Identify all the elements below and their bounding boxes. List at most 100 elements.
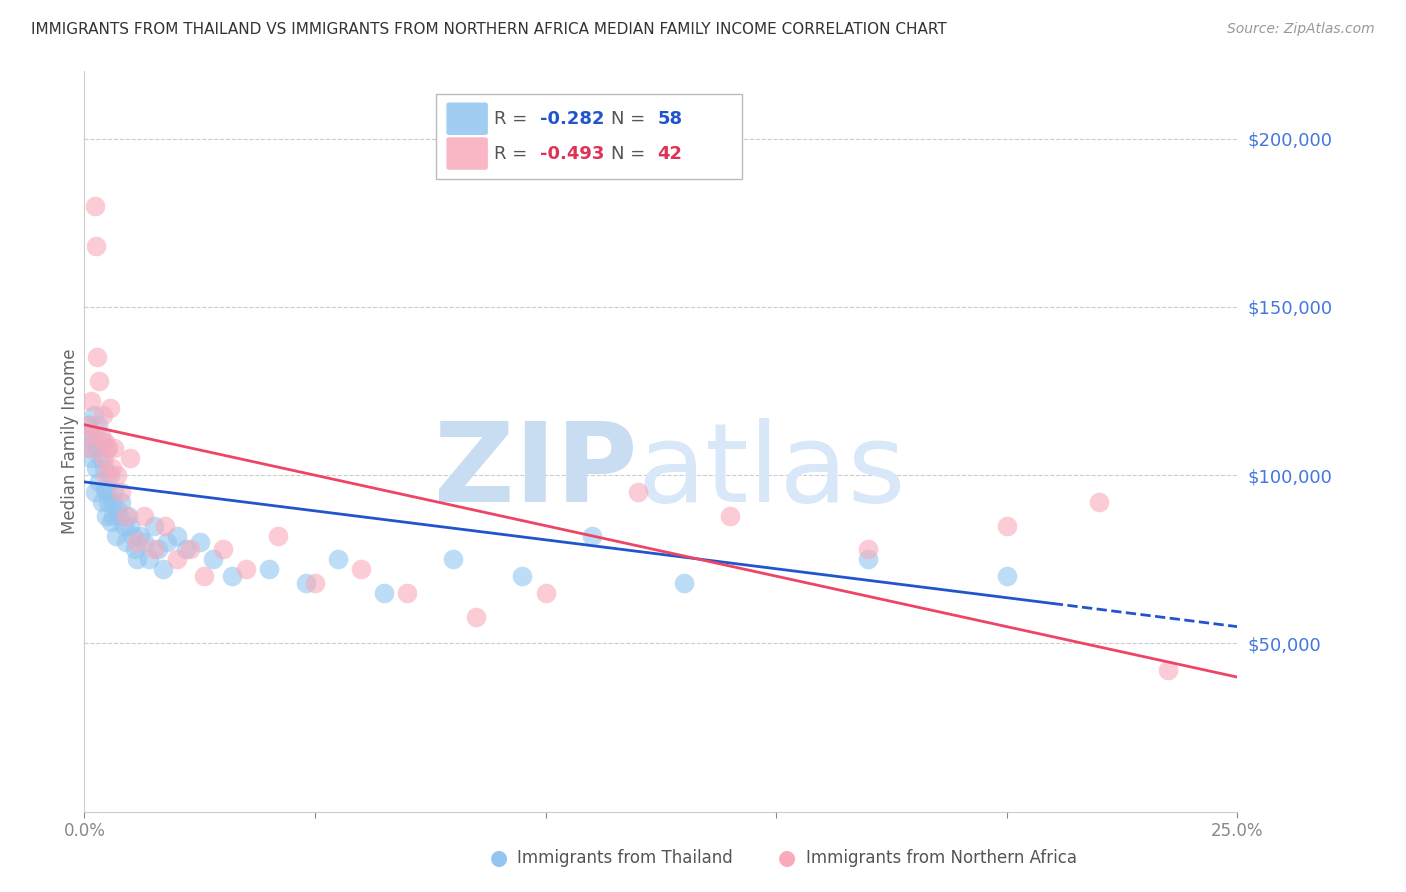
Point	[153, 518, 176, 533]
FancyBboxPatch shape	[446, 137, 488, 169]
Point	[101, 495, 124, 509]
Y-axis label: Median Family Income: Median Family Income	[62, 349, 80, 534]
Point	[110, 495, 132, 509]
Point	[93, 461, 115, 475]
Point	[1088, 495, 1111, 509]
Point	[512, 569, 534, 583]
Point	[87, 374, 110, 388]
Point	[120, 451, 142, 466]
Point	[995, 518, 1018, 533]
Text: R =: R =	[494, 145, 533, 162]
Point	[98, 468, 121, 483]
Point	[94, 434, 117, 449]
FancyBboxPatch shape	[446, 103, 488, 135]
Point	[97, 495, 120, 509]
Point	[202, 552, 225, 566]
Point	[96, 468, 118, 483]
Text: ●: ●	[779, 848, 796, 868]
Point	[142, 518, 165, 533]
Point	[120, 518, 142, 533]
Point	[294, 575, 316, 590]
Point	[100, 516, 122, 530]
Point	[83, 199, 105, 213]
Point	[146, 542, 169, 557]
Point	[98, 401, 121, 415]
Point	[156, 535, 179, 549]
Point	[93, 451, 115, 466]
Point	[117, 508, 139, 523]
Point	[91, 434, 114, 449]
Point	[134, 535, 156, 549]
Point	[89, 427, 111, 442]
Point	[115, 508, 138, 523]
Point	[534, 586, 557, 600]
Point	[124, 542, 146, 557]
Point	[188, 535, 211, 549]
Point	[82, 427, 104, 442]
Point	[128, 529, 150, 543]
Point	[103, 485, 125, 500]
Point	[441, 552, 464, 566]
Point	[104, 529, 127, 543]
Point	[267, 529, 290, 543]
Point	[96, 442, 118, 456]
Point	[396, 586, 419, 600]
Point	[115, 535, 138, 549]
Point	[79, 427, 101, 442]
Point	[91, 408, 114, 422]
Text: IMMIGRANTS FROM THAILAND VS IMMIGRANTS FROM NORTHERN AFRICA MEDIAN FAMILY INCOME: IMMIGRANTS FROM THAILAND VS IMMIGRANTS F…	[31, 22, 946, 37]
Point	[127, 535, 149, 549]
Point	[121, 529, 143, 543]
Point	[350, 562, 373, 576]
Point	[89, 451, 111, 466]
Point	[108, 508, 131, 523]
Point	[77, 442, 100, 456]
Text: Immigrants from Thailand: Immigrants from Thailand	[517, 849, 733, 867]
Point	[179, 542, 201, 557]
Text: N =: N =	[612, 145, 651, 162]
Text: -0.282: -0.282	[540, 110, 605, 128]
Point	[77, 417, 100, 432]
Point	[221, 569, 243, 583]
Point	[84, 461, 107, 475]
Point	[166, 529, 188, 543]
Point	[257, 562, 280, 576]
Text: -0.493: -0.493	[540, 145, 605, 162]
Point	[152, 562, 174, 576]
Point	[96, 485, 118, 500]
Point	[112, 518, 135, 533]
Point	[142, 542, 165, 557]
Text: Source: ZipAtlas.com: Source: ZipAtlas.com	[1227, 22, 1375, 37]
Point	[93, 482, 115, 496]
Point	[94, 508, 117, 523]
Point	[101, 461, 124, 475]
Point	[87, 475, 110, 489]
Point	[304, 575, 326, 590]
Point	[86, 351, 108, 365]
Text: N =: N =	[612, 110, 651, 128]
Point	[373, 586, 395, 600]
Point	[80, 451, 103, 466]
Text: ●: ●	[491, 848, 508, 868]
Point	[77, 442, 100, 456]
Point	[465, 609, 488, 624]
Point	[166, 552, 188, 566]
Point	[83, 408, 105, 422]
Point	[87, 417, 110, 432]
Point	[110, 485, 132, 500]
Point	[235, 562, 257, 576]
Point	[127, 552, 149, 566]
Point	[82, 434, 104, 449]
Point	[174, 542, 197, 557]
Point	[90, 495, 112, 509]
Point	[97, 442, 120, 456]
Text: R =: R =	[494, 110, 533, 128]
Point	[105, 468, 128, 483]
Point	[627, 485, 650, 500]
Text: atlas: atlas	[638, 417, 907, 524]
Point	[672, 575, 695, 590]
Point	[103, 442, 125, 456]
Point	[718, 508, 741, 523]
Text: 58: 58	[658, 110, 682, 128]
Point	[134, 508, 156, 523]
